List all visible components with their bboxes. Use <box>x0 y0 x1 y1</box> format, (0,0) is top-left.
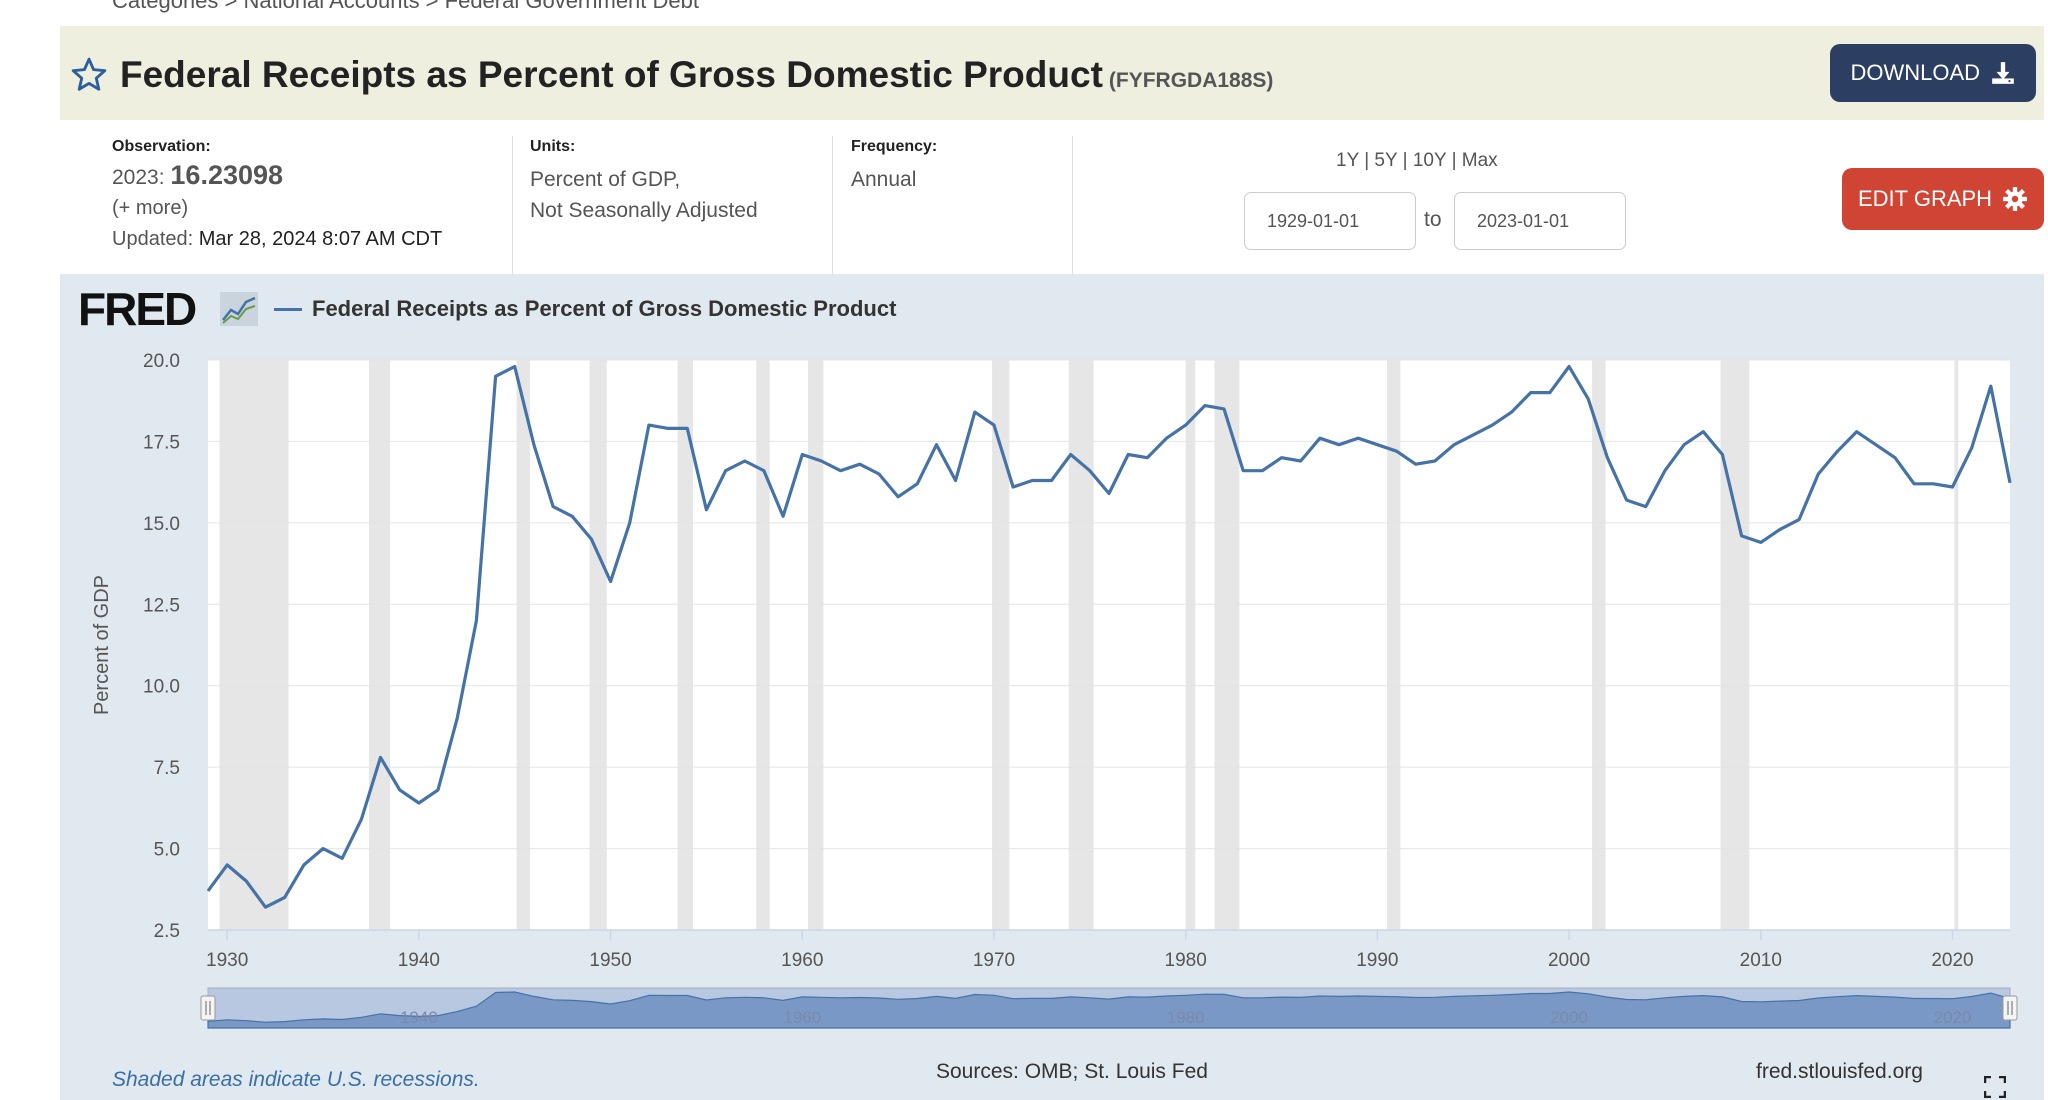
range-10y[interactable]: 10Y <box>1412 150 1447 171</box>
frequency-value: Annual <box>851 168 917 191</box>
y-tick-label: 5.0 <box>154 840 180 861</box>
range-separator: | <box>1364 150 1370 171</box>
units-line-2: Not Seasonally Adjusted <box>530 199 758 222</box>
navigator-label: 2000 <box>1550 1008 1588 1027</box>
navigator-label: 1980 <box>1167 1008 1205 1027</box>
line-chart[interactable]: 20.0 17.5 15.0 12.5 10.0 7.5 5.0 2.5 1930 1940 195… <box>60 274 2044 1054</box>
title-bar: Federal Receipts as Percent of Gross Dom… <box>60 26 2044 120</box>
navigator-series <box>207 991 2011 1029</box>
updated-value: Mar 28, 2024 8:07 AM CDT <box>198 228 443 250</box>
start-date-input[interactable]: 1929-01-01 <box>1244 192 1416 250</box>
recession-band <box>219 360 289 930</box>
x-tick-label: 1940 <box>398 950 440 971</box>
y-tick-label: 20.0 <box>143 351 180 372</box>
y-tick-label: 10.0 <box>143 677 180 698</box>
observation-date: 2023: <box>112 166 165 189</box>
range-separator: | <box>1402 150 1408 171</box>
x-tick-label: 2010 <box>1740 950 1782 971</box>
navigator-handle[interactable] <box>2002 995 2018 1021</box>
sources-text: Sources: OMB; St. Louis Fed <box>936 1060 1208 1083</box>
more-link[interactable]: (+ more) <box>112 197 189 219</box>
recession-band <box>1214 360 1240 930</box>
divider <box>512 136 513 274</box>
chart-logo-icon <box>220 292 258 326</box>
legend-line-swatch <box>274 308 302 311</box>
breadcrumb[interactable]: Categories > National Accounts > Federal… <box>112 0 699 13</box>
range-selector: 1Y | 5Y | 10Y | Max <box>1336 150 1498 172</box>
recession-band <box>992 360 1010 930</box>
fred-site-link[interactable]: fred.stlouisfed.org <box>1756 1060 1923 1083</box>
recession-band <box>369 360 391 930</box>
y-tick-label: 2.5 <box>154 921 180 942</box>
x-tick-label: 1960 <box>781 950 823 971</box>
navigator-label: 2020 <box>1934 1008 1972 1027</box>
x-tick-label: 1930 <box>206 950 248 971</box>
frequency-block: Frequency: Annual <box>851 138 937 195</box>
recession-band <box>1720 360 1750 930</box>
recession-band <box>1386 360 1401 930</box>
y-tick-label: 15.0 <box>143 514 180 535</box>
recession-band <box>1954 360 1959 930</box>
plot-area <box>208 360 2010 930</box>
x-tick-label: 1990 <box>1356 950 1398 971</box>
y-tick-label: 17.5 <box>143 432 180 453</box>
x-tick-label: 1950 <box>589 950 631 971</box>
favorite-star-icon[interactable] <box>70 56 108 94</box>
recession-band <box>1185 360 1196 930</box>
y-tick-label: 7.5 <box>154 758 180 779</box>
recession-band <box>756 360 770 930</box>
recession-band <box>589 360 607 930</box>
recession-footnote: Shaded areas indicate U.S. recessions. <box>112 1068 480 1091</box>
recession-band <box>1068 360 1094 930</box>
download-button[interactable]: DOWNLOAD <box>1830 44 2036 102</box>
fred-logo[interactable]: FRED <box>78 283 197 335</box>
range-1y[interactable]: 1Y <box>1336 150 1359 171</box>
divider <box>832 136 833 274</box>
date-to-label: to <box>1424 208 1442 231</box>
range-max[interactable]: Max <box>1461 150 1498 171</box>
download-icon <box>1992 62 2014 84</box>
end-date-input[interactable]: 2023-01-01 <box>1454 192 1626 250</box>
y-tick-label: 12.5 <box>143 595 180 616</box>
y-axis-label: Percent of GDP <box>91 575 113 715</box>
observation-label: Observation: <box>112 138 211 155</box>
navigator-label: 1940 <box>400 1008 438 1027</box>
observation-value: 16.23098 <box>170 160 284 190</box>
range-5y[interactable]: 5Y <box>1374 150 1398 171</box>
legend-label: Federal Receipts as Percent of Gross Dom… <box>312 296 897 321</box>
fullscreen-icon[interactable] <box>1984 1076 2006 1098</box>
units-label: Units: <box>530 138 576 155</box>
edit-graph-label: EDIT GRAPH <box>1858 186 1993 211</box>
units-block: Units: Percent of GDP, Not Seasonally Ad… <box>530 138 758 226</box>
navigator-label: 1960 <box>783 1008 821 1027</box>
download-label: DOWNLOAD <box>1850 60 1980 85</box>
units-line-1: Percent of GDP, <box>530 168 681 191</box>
gear-icon <box>2003 187 2027 211</box>
series-id: (FYFRGDA188S) <box>1108 69 1274 92</box>
observation-block: Observation: 2023: 16.23098 (+ more) Upd… <box>112 138 442 255</box>
x-tick-label: 2020 <box>1931 950 1973 971</box>
x-tick-label: 2000 <box>1548 950 1590 971</box>
page-title: Federal Receipts as Percent of Gross Dom… <box>120 54 1273 96</box>
navigator-handle[interactable] <box>200 995 216 1021</box>
edit-graph-button[interactable]: EDIT GRAPH <box>1842 168 2045 230</box>
updated-label: Updated: <box>112 228 194 250</box>
series-line[interactable] <box>206 364 2012 909</box>
x-tick-label: 1970 <box>973 950 1015 971</box>
range-separator: | <box>1451 150 1457 171</box>
graph-panel: FRED Federal Receipts as Percent of Gros… <box>60 274 2044 1100</box>
divider <box>1072 136 1073 274</box>
x-tick-label: 1980 <box>1165 950 1207 971</box>
recession-band <box>677 360 694 930</box>
recession-band <box>1592 360 1606 930</box>
recession-band <box>808 360 824 930</box>
recession-band <box>516 360 531 930</box>
series-title: Federal Receipts as Percent of Gross Dom… <box>120 54 1103 95</box>
frequency-label: Frequency: <box>851 138 938 155</box>
